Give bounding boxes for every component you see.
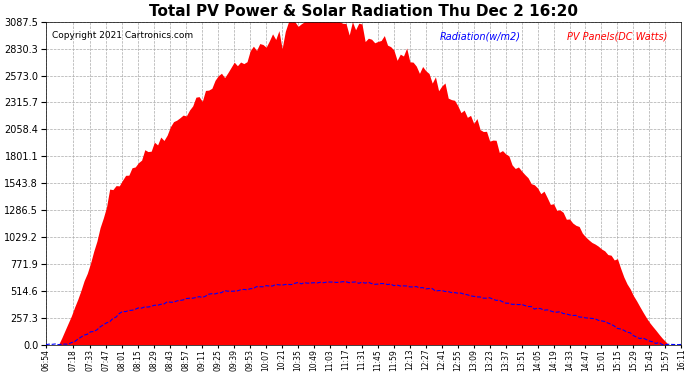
Text: Radiation(w/m2): Radiation(w/m2) (440, 32, 521, 41)
Text: Copyright 2021 Cartronics.com: Copyright 2021 Cartronics.com (52, 32, 193, 40)
Text: PV Panels(DC Watts): PV Panels(DC Watts) (567, 32, 667, 41)
Title: Total PV Power & Solar Radiation Thu Dec 2 16:20: Total PV Power & Solar Radiation Thu Dec… (149, 4, 578, 19)
